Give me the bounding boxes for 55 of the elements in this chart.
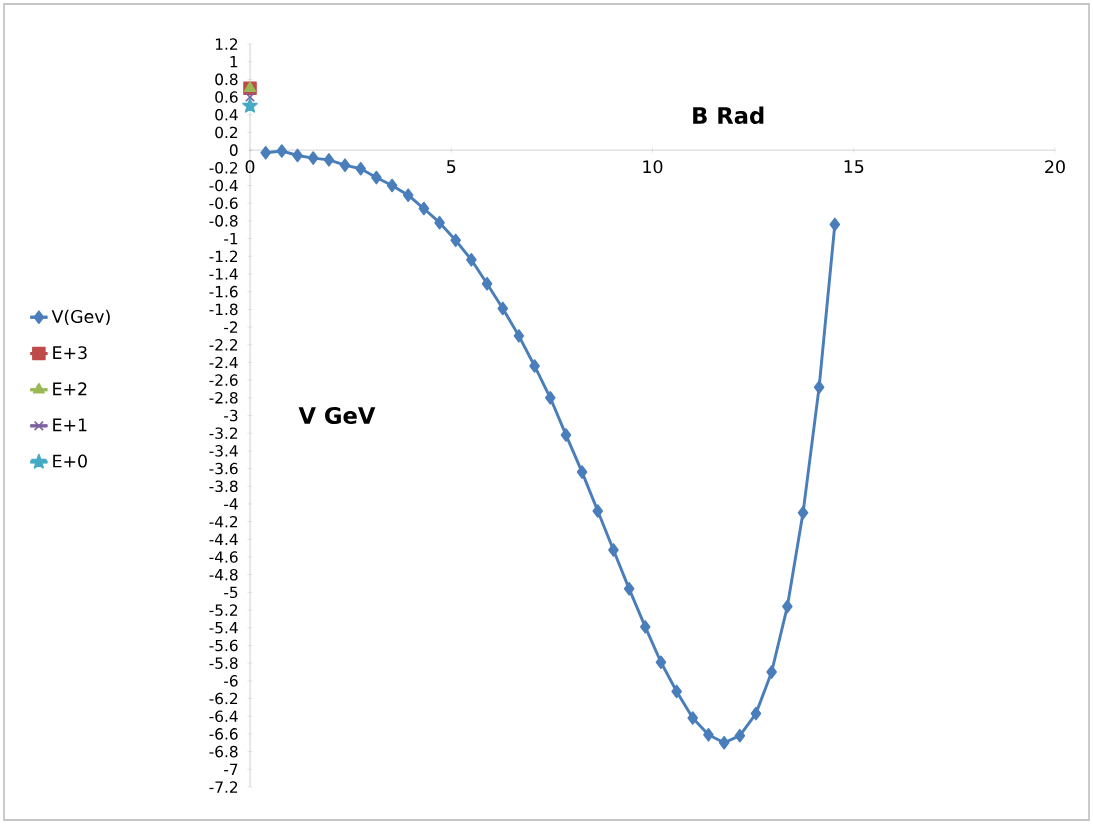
y-tick-label: -4.8 (209, 568, 238, 581)
x-axis-title: B Rad (693, 106, 764, 125)
y-tick-label: 0.4 (215, 108, 238, 121)
y-tick-label: -3.8 (209, 480, 238, 493)
y-tick-label: 1 (230, 56, 238, 68)
x-tick-label: 10 (643, 160, 663, 174)
y-tick-label: -3.2 (209, 427, 238, 439)
y-tick-label: 0.2 (215, 126, 238, 139)
y-tick-label: -3.6 (209, 462, 238, 475)
y-tick-label: 0 (229, 144, 238, 156)
legend-label: E+0 (53, 454, 87, 468)
y-tick-label: -5.8 (209, 657, 238, 669)
y-tick-label: -1.4 (209, 268, 238, 280)
y-tick-label: -0.2 (209, 162, 238, 174)
legend-label: E+1 (53, 418, 87, 432)
legend-label: V(Gev) (51, 309, 110, 326)
y-tick-label: -2.8 (209, 392, 238, 404)
y-tick-label: -0.8 (209, 215, 238, 227)
y-tick-label: -2 (224, 321, 238, 333)
y-tick-label: -5.6 (209, 639, 238, 652)
y-tick-label: -0.6 (209, 197, 238, 209)
y-tick-label: 0.6 (215, 91, 238, 103)
y-tick-label: -6 (224, 675, 238, 687)
y-tick-label: -3 (224, 409, 238, 422)
y-tick-label: -7 (224, 763, 238, 775)
y-tick-label: -6.4 (209, 710, 238, 723)
y-tick-label: -4.4 (209, 533, 238, 545)
x-tick-label: 15 (844, 160, 864, 174)
y-tick-label: 1.2 (215, 38, 238, 50)
y-tick-label: -0.4 (209, 179, 238, 192)
x-tick-label: 20 (1045, 160, 1065, 174)
legend-label: E+2 (53, 382, 87, 396)
y-tick-label: -1.2 (209, 250, 238, 262)
y-tick-label: -4.2 (209, 515, 238, 528)
y-tick-label: -1.8 (209, 303, 238, 316)
y-tick-label: -5.4 (209, 622, 238, 634)
y-tick-label: -5 (224, 586, 238, 599)
y-tick-label: -6.8 (209, 745, 238, 758)
y-tick-label: -1 (224, 233, 238, 245)
y-tick-label: -2.2 (209, 339, 238, 351)
y-tick-label: -7.2 (209, 781, 238, 793)
y-tick-label: 0.8 (215, 73, 238, 86)
y-tick-label: -2.4 (209, 356, 238, 369)
y-tick-label: -4.6 (209, 551, 238, 563)
y-tick-label: -6.6 (209, 728, 238, 740)
y-tick-label: -4 (224, 498, 238, 510)
legend-label: E+3 (53, 346, 87, 360)
y-axis-title: V GeV (298, 406, 376, 425)
y-tick-label: -1.6 (209, 285, 238, 298)
y-tick-label: -5.2 (209, 604, 238, 616)
x-tick-label: 0 (245, 160, 255, 174)
y-tick-label: -6.2 (209, 692, 238, 705)
y-tick-label: -2.6 (209, 374, 238, 386)
x-tick-label: 5 (447, 160, 456, 174)
y-tick-label: -3.4 (209, 445, 238, 457)
